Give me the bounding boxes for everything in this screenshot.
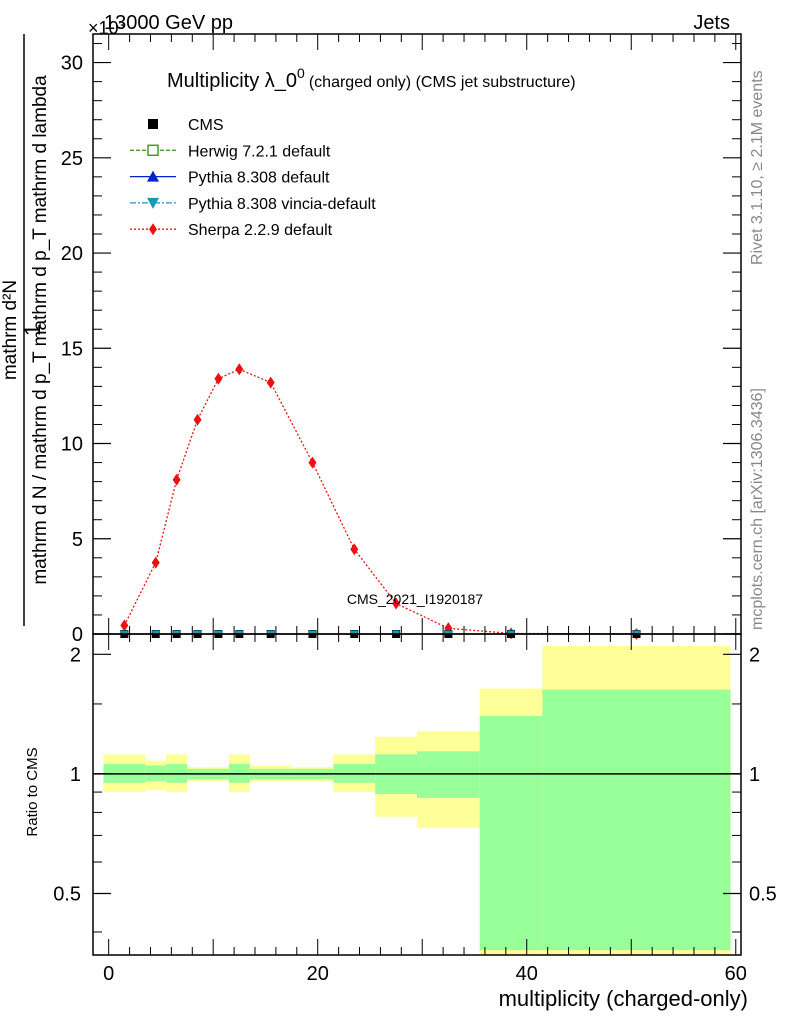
analysis-watermark: CMS_2021_I1920187 bbox=[347, 591, 483, 607]
ratio-xtick-label-2: 40 bbox=[516, 963, 538, 985]
legend-label-0: CMS bbox=[188, 117, 224, 134]
main-ylabel: 1 mathrm d²N mathrm d N / mathrm d p_T m… bbox=[0, 34, 51, 626]
ratio-ytick-label-left-2: 2 bbox=[70, 644, 81, 666]
legend-label-1: Herwig 7.2.1 default bbox=[188, 143, 331, 160]
main-ytick-label-3: 15 bbox=[61, 338, 83, 360]
legend-marker-1 bbox=[147, 144, 159, 157]
ratio-frame bbox=[92, 633, 742, 956]
ylabel-one: 1 bbox=[20, 324, 45, 336]
ratio-band-inner-11 bbox=[479, 715, 543, 951]
mc-overlay-point-4 bbox=[214, 630, 222, 635]
mc-overlay-point-3 bbox=[194, 630, 202, 635]
sherpa-point-5 bbox=[235, 363, 244, 376]
mc-overlay-point-0 bbox=[120, 630, 128, 635]
ratio-ytick-label-right-1: 1 bbox=[749, 764, 760, 786]
mc-overlay-point-12 bbox=[632, 630, 640, 635]
legend-marker-0 bbox=[148, 119, 158, 129]
sherpa-point-6 bbox=[266, 376, 275, 389]
ratio-ytick-label-left-0: 0.5 bbox=[53, 883, 81, 905]
ylabel-denominator: mathrm d N / mathrm d p_T mathrm d p_T m… bbox=[30, 75, 51, 585]
chart-title: Multiplicity λ_00(charged only) (CMS jet… bbox=[167, 65, 576, 92]
title-suffix: (charged only) (CMS jet substructure) bbox=[309, 74, 576, 91]
sherpa-point-8 bbox=[350, 543, 359, 556]
ratio-bands bbox=[93, 645, 741, 955]
legend-marker-2 bbox=[147, 170, 159, 182]
mc-overlay-point-1 bbox=[152, 630, 160, 635]
legend-marker-3 bbox=[147, 197, 159, 209]
sherpa-point-4 bbox=[214, 372, 223, 385]
legend-label-3: Pythia 8.308 vincia-default bbox=[188, 196, 376, 213]
main-ytick-label-0: 0 bbox=[72, 624, 83, 646]
ylabel-numerator: mathrm d²N bbox=[0, 280, 21, 380]
sherpa-point-2 bbox=[172, 473, 181, 486]
main-ytick-label-1: 5 bbox=[72, 529, 83, 551]
ratio-ytick-label-right-2: 2 bbox=[749, 644, 760, 666]
header-process: Jets bbox=[693, 12, 730, 34]
ratio-ylabel: Ratio to CMS bbox=[24, 747, 41, 836]
ratio-ytick-label-right-0: 0.5 bbox=[749, 883, 777, 905]
main-ytick-label-2: 10 bbox=[61, 434, 83, 456]
ratio-xtick-label-3: 60 bbox=[725, 963, 747, 985]
legend-label-2: Pythia 8.308 default bbox=[188, 170, 330, 187]
header-energy: 13000 GeV pp bbox=[104, 12, 233, 34]
title-sup: 0 bbox=[297, 65, 305, 81]
ratio-ytick-label-left-1: 1 bbox=[70, 764, 81, 786]
ratio-band-inner-12 bbox=[542, 689, 731, 951]
ratio-xtick-label-0: 0 bbox=[103, 963, 114, 985]
legend: CMS Herwig 7.2.1 default Pythia 8.308 defa… bbox=[130, 117, 376, 239]
legend-label-4: Sherpa 2.2.9 default bbox=[188, 222, 333, 239]
sherpa-point-7 bbox=[308, 456, 317, 469]
ratio-xtick-label-1: 20 bbox=[307, 963, 329, 985]
main-ytick-label-6: 30 bbox=[61, 53, 83, 75]
sherpa-point-1 bbox=[151, 556, 160, 569]
mc-overlay-point-7 bbox=[308, 630, 316, 635]
legend-marker-4 bbox=[149, 223, 157, 236]
main-ytick-label-4: 20 bbox=[61, 243, 83, 265]
x-axis-label: multiplicity (charged-only) bbox=[499, 986, 748, 1011]
sherpa-point-9 bbox=[392, 597, 401, 610]
mcplots-label: mcplots.cern.ch [arXiv:1306.3436] bbox=[749, 388, 766, 630]
mc-overlay-point-6 bbox=[267, 630, 275, 635]
sherpa-point-0 bbox=[120, 619, 129, 632]
mc-overlay-point-11 bbox=[507, 630, 515, 635]
mc-overlay-point-2 bbox=[173, 630, 181, 635]
mc-overlay-point-8 bbox=[350, 630, 358, 635]
mc-overlay-point-5 bbox=[235, 630, 243, 635]
sherpa-point-3 bbox=[193, 413, 202, 426]
rivet-label: Rivet 3.1.10, ≥ 2.1M events bbox=[749, 70, 766, 265]
mc-overlay-point-10 bbox=[444, 630, 452, 635]
title-main: Multiplicity λ_0 bbox=[167, 70, 297, 92]
mc-overlay-point-9 bbox=[392, 630, 400, 635]
y-exponent: ×10³ bbox=[88, 18, 125, 38]
main-ytick-label-5: 25 bbox=[61, 148, 83, 170]
axes: 0 5 10 15 20 25 30 0 20 40 60 0.5 0.5 1 1 2 2 bbox=[53, 33, 777, 985]
